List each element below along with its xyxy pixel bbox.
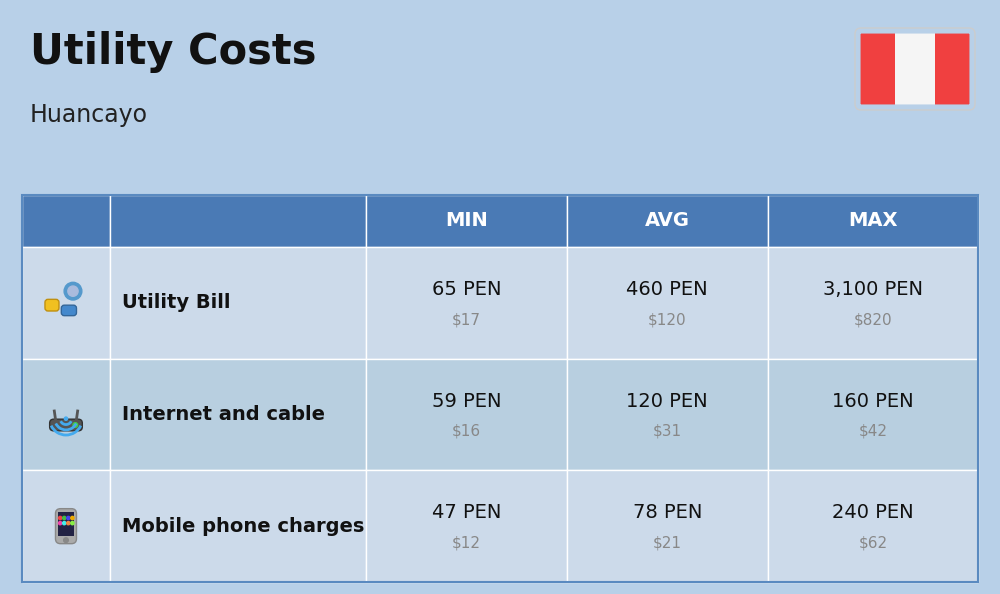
Bar	[22, 470, 110, 582]
Text: $12: $12	[452, 535, 481, 551]
Bar	[366, 359, 567, 470]
Text: 3,100 PEN: 3,100 PEN	[823, 280, 923, 299]
FancyBboxPatch shape	[58, 512, 74, 536]
Text: AVG: AVG	[645, 211, 690, 230]
Text: Huancayo: Huancayo	[30, 103, 148, 127]
Bar	[366, 470, 567, 582]
Bar	[567, 247, 768, 359]
Text: Utility Bill: Utility Bill	[122, 293, 230, 312]
Text: 65 PEN: 65 PEN	[432, 280, 501, 299]
Bar	[567, 470, 768, 582]
Circle shape	[71, 516, 74, 520]
Bar	[366, 247, 567, 359]
Bar	[110, 470, 366, 582]
Text: MIN: MIN	[445, 211, 488, 230]
Text: $21: $21	[653, 535, 682, 551]
Text: Utility Costs: Utility Costs	[30, 31, 316, 73]
Text: 59 PEN: 59 PEN	[432, 391, 501, 410]
Bar	[567, 359, 768, 470]
Text: $62: $62	[858, 535, 887, 551]
Text: $31: $31	[653, 424, 682, 439]
Circle shape	[64, 417, 68, 421]
Text: $16: $16	[452, 424, 481, 439]
Bar	[22, 195, 978, 582]
Circle shape	[71, 522, 74, 525]
Bar	[110, 195, 366, 247]
Text: $42: $42	[858, 424, 887, 439]
FancyBboxPatch shape	[55, 508, 76, 544]
Bar	[22, 195, 110, 247]
Text: 120 PEN: 120 PEN	[626, 391, 708, 410]
Circle shape	[67, 516, 70, 520]
Text: 47 PEN: 47 PEN	[432, 503, 501, 522]
Circle shape	[59, 522, 62, 525]
Text: 240 PEN: 240 PEN	[832, 503, 914, 522]
Circle shape	[64, 282, 82, 300]
Circle shape	[68, 286, 78, 296]
Circle shape	[64, 538, 68, 542]
Bar	[768, 247, 978, 359]
Circle shape	[59, 516, 62, 520]
FancyBboxPatch shape	[855, 28, 895, 110]
Bar	[110, 247, 366, 359]
FancyBboxPatch shape	[895, 28, 935, 110]
Text: $17: $17	[452, 312, 481, 327]
Text: 160 PEN: 160 PEN	[832, 391, 914, 410]
Text: 78 PEN: 78 PEN	[633, 503, 702, 522]
FancyBboxPatch shape	[935, 28, 975, 110]
FancyBboxPatch shape	[45, 299, 59, 311]
Text: Mobile phone charges: Mobile phone charges	[122, 517, 364, 536]
Bar	[768, 359, 978, 470]
Bar	[768, 470, 978, 582]
Bar	[567, 195, 768, 247]
Circle shape	[73, 423, 78, 427]
FancyBboxPatch shape	[61, 305, 76, 315]
Text: $820: $820	[854, 312, 892, 327]
FancyBboxPatch shape	[50, 419, 82, 431]
Text: $120: $120	[648, 312, 687, 327]
Circle shape	[63, 522, 66, 525]
Text: Internet and cable: Internet and cable	[122, 405, 325, 424]
Text: MAX: MAX	[848, 211, 898, 230]
Circle shape	[63, 516, 66, 520]
Bar	[22, 247, 110, 359]
Bar	[22, 359, 110, 470]
Circle shape	[67, 522, 70, 525]
Text: 460 PEN: 460 PEN	[626, 280, 708, 299]
Bar	[366, 195, 567, 247]
Bar	[110, 359, 366, 470]
Bar	[768, 195, 978, 247]
